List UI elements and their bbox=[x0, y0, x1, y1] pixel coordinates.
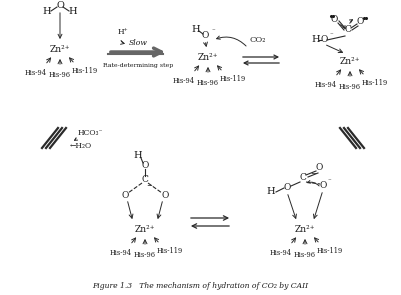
Text: His-96: His-96 bbox=[49, 71, 71, 79]
Text: O: O bbox=[284, 183, 291, 193]
Text: His-96: His-96 bbox=[197, 79, 219, 87]
Text: H: H bbox=[312, 35, 320, 45]
Text: C: C bbox=[300, 173, 306, 183]
Text: O: O bbox=[315, 163, 323, 173]
Text: H: H bbox=[69, 7, 77, 17]
Text: ⁻: ⁻ bbox=[329, 32, 333, 40]
Text: H: H bbox=[192, 25, 200, 35]
Text: His-94: His-94 bbox=[270, 249, 292, 257]
Text: O: O bbox=[161, 191, 169, 199]
Text: CO₂: CO₂ bbox=[250, 36, 266, 44]
Text: Zn²⁺: Zn²⁺ bbox=[198, 53, 218, 63]
Text: C: C bbox=[142, 176, 148, 184]
Text: O: O bbox=[56, 1, 64, 11]
Text: H: H bbox=[43, 7, 51, 17]
Text: His-96: His-96 bbox=[339, 83, 361, 91]
Text: C: C bbox=[344, 25, 351, 35]
Text: O: O bbox=[330, 16, 338, 24]
Text: Zn²⁺: Zn²⁺ bbox=[340, 58, 360, 66]
Text: His-119: His-119 bbox=[362, 79, 388, 87]
Text: O: O bbox=[122, 191, 129, 199]
Text: −: − bbox=[310, 170, 316, 178]
Text: His-119: His-119 bbox=[72, 67, 98, 75]
Text: H⁺: H⁺ bbox=[117, 28, 128, 36]
Text: O: O bbox=[319, 181, 327, 191]
Text: H: H bbox=[267, 188, 275, 196]
Text: Rate-determining step: Rate-determining step bbox=[103, 63, 173, 68]
Text: HCO₃⁻: HCO₃⁻ bbox=[78, 129, 103, 137]
Text: ⁻: ⁻ bbox=[211, 28, 215, 36]
Text: His-94: His-94 bbox=[25, 69, 47, 77]
Text: O: O bbox=[320, 35, 328, 45]
Text: His-94: His-94 bbox=[315, 81, 337, 89]
Text: His-119: His-119 bbox=[220, 75, 246, 83]
Text: O: O bbox=[356, 17, 364, 27]
Text: O: O bbox=[141, 160, 149, 170]
Text: Zn²⁺: Zn²⁺ bbox=[135, 225, 155, 235]
Text: H: H bbox=[134, 152, 142, 160]
Text: −: − bbox=[146, 182, 152, 190]
Text: Figure 1.3   The mechanism of hydration of CO₂ by CAII: Figure 1.3 The mechanism of hydration of… bbox=[92, 282, 308, 290]
Text: His-96: His-96 bbox=[134, 251, 156, 259]
Text: ⁻: ⁻ bbox=[327, 178, 331, 186]
Text: Zn²⁺: Zn²⁺ bbox=[50, 45, 70, 55]
Text: O: O bbox=[201, 32, 209, 40]
Text: His-96: His-96 bbox=[294, 251, 316, 259]
Text: Zn²⁺: Zn²⁺ bbox=[295, 225, 315, 235]
Text: His-94: His-94 bbox=[110, 249, 132, 257]
Text: Slow: Slow bbox=[129, 39, 148, 47]
Text: ←H₂O: ←H₂O bbox=[70, 142, 92, 150]
Text: His-119: His-119 bbox=[157, 247, 183, 255]
Text: His-94: His-94 bbox=[173, 77, 195, 85]
Text: His-119: His-119 bbox=[317, 247, 343, 255]
